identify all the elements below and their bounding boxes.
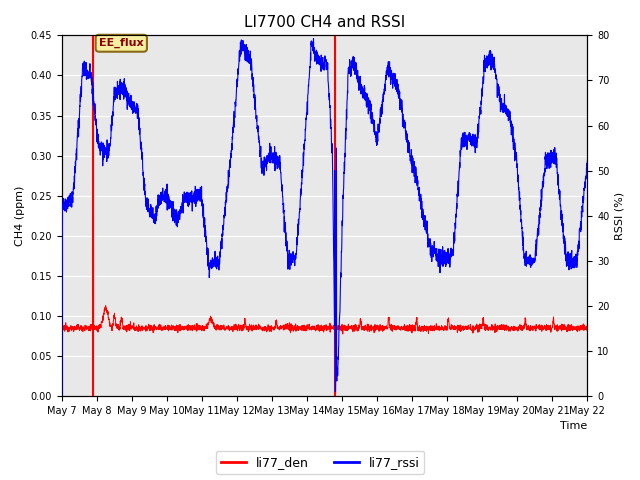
X-axis label: Time: Time bbox=[560, 421, 588, 432]
Text: EE_flux: EE_flux bbox=[99, 38, 143, 48]
Title: LI7700 CH4 and RSSI: LI7700 CH4 and RSSI bbox=[244, 15, 405, 30]
Y-axis label: RSSI (%): RSSI (%) bbox=[615, 192, 625, 240]
Legend: li77_den, li77_rssi: li77_den, li77_rssi bbox=[216, 451, 424, 474]
Y-axis label: CH4 (ppm): CH4 (ppm) bbox=[15, 186, 25, 246]
